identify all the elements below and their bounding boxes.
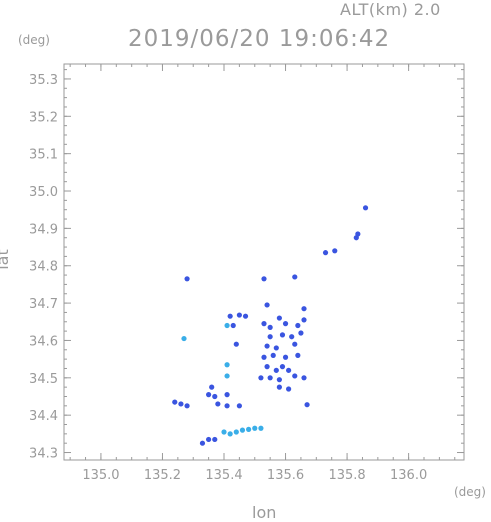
echo-point [172, 399, 178, 405]
echo-point [301, 306, 307, 312]
y-tick-label: 35.2 [29, 110, 58, 125]
echo-point [184, 276, 190, 282]
echo-point [184, 403, 190, 409]
echo-point [258, 425, 264, 431]
echo-point [267, 334, 273, 340]
x-tick-label: 135.8 [328, 468, 365, 483]
echo-point [227, 431, 233, 437]
echo-point [224, 392, 230, 398]
echo-point [224, 362, 230, 368]
y-tick-label: 35.0 [29, 185, 58, 200]
echo-point [209, 384, 215, 390]
echo-point [270, 352, 276, 358]
echo-point [276, 377, 282, 383]
y-tick-label: 34.6 [29, 334, 58, 349]
echo-point [233, 429, 239, 435]
echo-point [282, 321, 289, 327]
y-tick-label: 34.9 [29, 222, 58, 237]
echo-point [362, 205, 369, 211]
echo-point [181, 335, 187, 342]
echo-point [224, 373, 230, 379]
echo-point [224, 322, 230, 329]
echo-point [292, 373, 298, 379]
echo-point [273, 345, 279, 351]
echo-point [286, 367, 292, 373]
echo-point [279, 364, 286, 370]
x-tick-label: 135.4 [205, 468, 242, 483]
echo-point [264, 343, 270, 349]
echo-point [292, 274, 298, 280]
echo-point [355, 231, 361, 237]
echo-point [298, 330, 304, 336]
echo-point [233, 341, 239, 347]
data-points [172, 205, 369, 446]
echo-point [215, 401, 221, 407]
y-tick-label: 34.5 [29, 372, 58, 387]
y-tick-label: 35.3 [29, 73, 58, 88]
echo-point [267, 324, 273, 330]
echo-point [322, 250, 329, 256]
x-axis-label: lon [252, 503, 277, 522]
echo-point [273, 367, 279, 373]
y-tick-label: 35.1 [29, 148, 58, 163]
echo-point [332, 248, 338, 254]
echo-point [252, 425, 258, 431]
echo-point [279, 332, 286, 338]
echo-point [224, 403, 230, 409]
x-tick-label: 136.0 [390, 468, 427, 483]
echo-point [230, 322, 236, 329]
echo-point [206, 436, 212, 443]
echo-point [206, 392, 212, 398]
echo-point [276, 384, 282, 390]
echo-point [295, 322, 301, 329]
x-axis-unit: (deg) [454, 485, 486, 499]
echo-point [212, 436, 218, 443]
echo-point [227, 313, 233, 319]
echo-point [301, 375, 307, 381]
echo-point [178, 401, 184, 407]
echo-point [286, 386, 292, 392]
echo-point [236, 403, 242, 409]
echo-point [199, 440, 206, 446]
axes: 135.0 135.2 135.4 135.6 135.8 136.0 34.3 34.4 34… [29, 63, 465, 483]
echo-point [289, 334, 295, 340]
y-tick-label: 34.8 [29, 260, 58, 275]
echo-point [242, 313, 249, 319]
echo-point [292, 341, 298, 347]
echo-point [258, 375, 264, 381]
x-tick-label: 135.2 [144, 468, 181, 483]
y-tick-label: 34.4 [29, 409, 58, 424]
echo-point [267, 375, 273, 381]
echo-point [264, 364, 270, 370]
echo-point [295, 352, 301, 358]
echo-point [304, 402, 310, 408]
echo-point [276, 315, 282, 321]
echo-point [246, 426, 252, 432]
echo-point [239, 427, 246, 433]
echo-point [282, 354, 289, 360]
echo-point [261, 321, 267, 327]
y-axis-unit: (deg) [18, 33, 50, 47]
echo-point [236, 312, 242, 318]
x-tick-label: 135.6 [267, 468, 304, 483]
timestamp-title: 2019/06/20 19:06:42 [128, 26, 391, 52]
plot-frame [63, 63, 465, 461]
echo-point [212, 393, 218, 400]
echo-point [264, 302, 270, 308]
y-tick-label: 34.7 [29, 297, 58, 312]
y-tick-label: 34.3 [29, 447, 58, 462]
echo-point [261, 354, 267, 360]
x-tick-label: 135.0 [82, 468, 119, 483]
altitude-label: ALT(km) 2.0 [340, 0, 441, 19]
echo-point [301, 317, 307, 323]
echo-point [221, 429, 227, 435]
echo-point [261, 276, 267, 282]
